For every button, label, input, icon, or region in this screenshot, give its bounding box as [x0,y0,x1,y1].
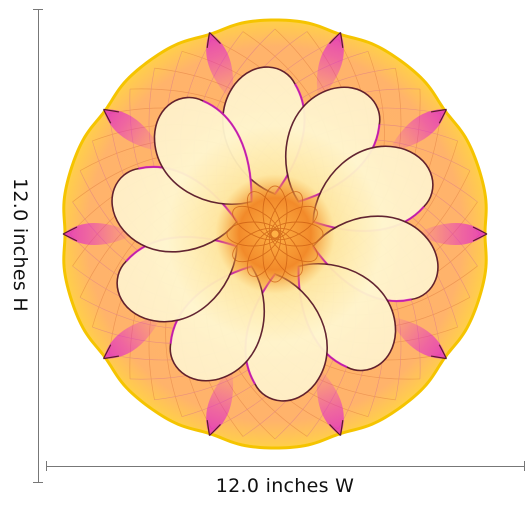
height-dimension-tick-bottom [33,482,43,483]
height-dimension-line [38,9,39,482]
height-label: 12.0 inches H [9,178,31,312]
width-dimension-tick-right [524,461,525,471]
width-label: 12.0 inches W [215,475,355,497]
inner-petals [111,66,439,402]
rim-accents [62,31,488,437]
mandala-decal [62,18,488,450]
center-knot [213,172,337,296]
width-dimension-line [46,466,524,467]
center-weave [226,185,324,283]
